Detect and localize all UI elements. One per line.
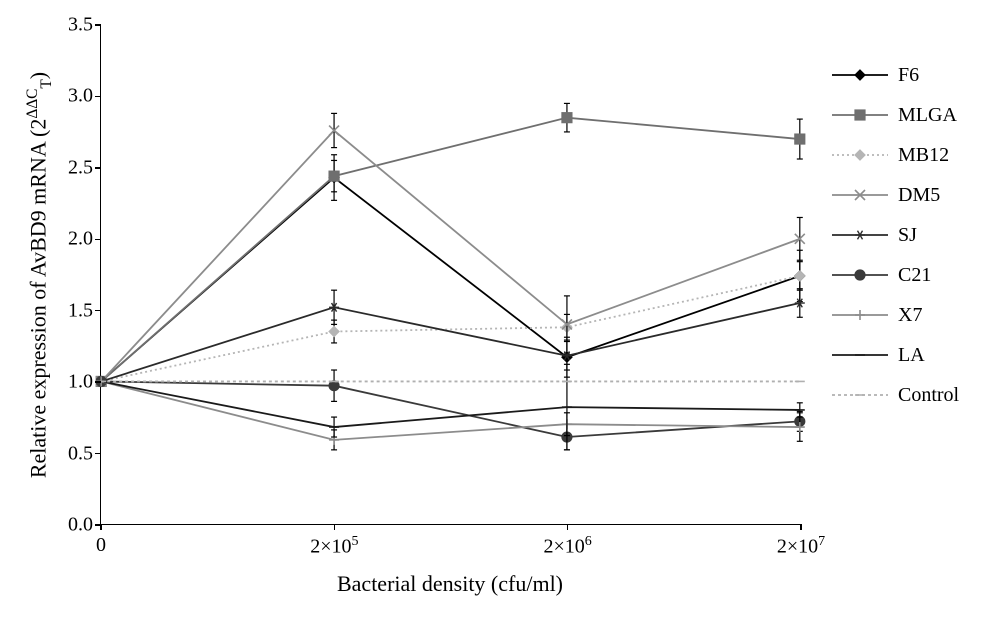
legend-label: SJ [898,224,917,247]
series-line-DM5 [101,131,800,382]
legend-label: DM5 [898,184,940,207]
legend-swatch [830,103,890,127]
series-line-MLGA [101,118,800,382]
marker-MLGA [795,134,805,144]
legend-label: F6 [898,64,919,87]
legend-item-MLGA: MLGA [830,95,959,135]
x-tick-label: 0 [96,524,106,557]
legend-label: C21 [898,264,931,287]
legend-label: MB12 [898,144,949,167]
series-svg [101,25,800,524]
figure: 0.00.51.01.52.02.53.03.502×1052×1062×107… [0,0,1000,636]
legend-label: MLGA [898,104,957,127]
y-tick-label: 0.5 [68,442,101,465]
legend-swatch [830,383,890,407]
legend-item-F6: F6 [830,55,959,95]
legend-swatch [830,263,890,287]
legend-item-C21: C21 [830,255,959,295]
marker-MLGA [562,113,572,123]
legend-swatch [830,183,890,207]
x-tick-label: 2×105 [310,524,358,559]
legend-item-DM5: DM5 [830,175,959,215]
y-tick-label: 2.5 [68,156,101,179]
legend-swatch [830,303,890,327]
legend-item-LA: LA [830,335,959,375]
legend-item-Control: Control [830,375,959,415]
legend-swatch [830,343,890,367]
series-line-SJ [101,303,800,381]
series-line-LA [101,381,800,427]
y-tick-label: 2.0 [68,228,101,251]
y-tick-label: 1.0 [68,371,101,394]
x-axis-label: Bacterial density (cfu/ml) [337,571,563,597]
x-tick-label: 2×107 [777,524,825,559]
marker-MB12 [795,271,805,281]
legend-swatch [830,143,890,167]
legend-swatch [830,63,890,87]
legend-swatch [830,223,890,247]
y-tick-label: 3.0 [68,85,101,108]
y-axis-label: Relative expression of AvBD9 mRNA (2ΔΔCT… [24,25,56,525]
legend-label: Control [898,384,959,407]
series-line-F6 [101,178,800,382]
legend-label: LA [898,344,925,367]
y-tick-label: 1.5 [68,299,101,322]
legend: F6 MLGA MB12 DM5 SJ C21 X7 LA Control [830,55,959,415]
legend-label: X7 [898,304,922,327]
series-line-MB12 [101,276,800,382]
x-tick-label: 2×106 [544,524,592,559]
marker-MLGA [329,171,339,181]
y-tick-label: 3.5 [68,14,101,37]
legend-item-X7: X7 [830,295,959,335]
legend-item-MB12: MB12 [830,135,959,175]
marker-MB12 [329,327,339,337]
plot-area: 0.00.51.01.52.02.53.03.502×1052×1062×107 [100,25,800,525]
legend-item-SJ: SJ [830,215,959,255]
